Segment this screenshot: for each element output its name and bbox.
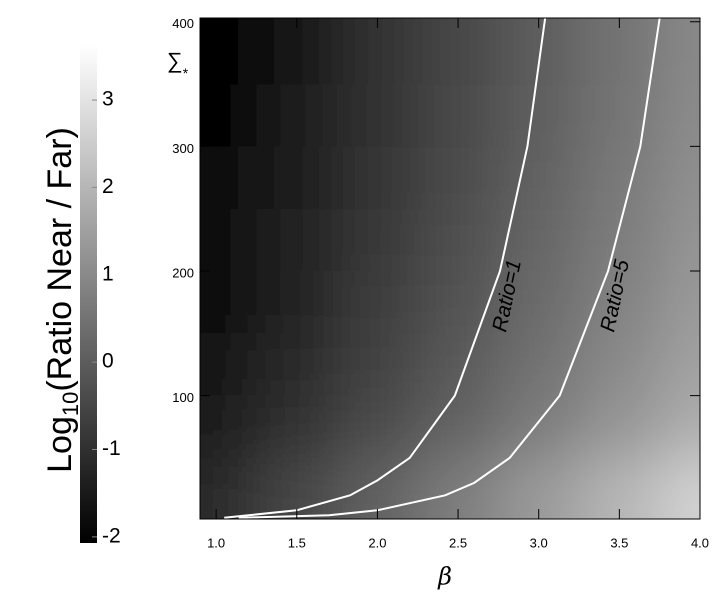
colorbar-label-subscript: 10	[58, 392, 83, 416]
heat-cell	[256, 395, 338, 458]
heat-cell	[256, 457, 338, 519]
colorbar-tick-label: -1	[102, 437, 121, 460]
colorbar-tick-label: 2	[102, 175, 114, 198]
y-axis-label: ∑*	[167, 48, 189, 81]
heat-cell	[256, 84, 338, 147]
y-tick-label: 100	[172, 390, 194, 405]
heat-cell	[659, 333, 700, 396]
x-tick-label: 2.5	[449, 535, 467, 550]
heat-cell	[659, 18, 700, 85]
heat-cell	[498, 395, 580, 458]
heat-cell	[659, 208, 700, 271]
heat-cell	[417, 208, 499, 271]
heat-cell	[659, 395, 700, 458]
x-axis-label: β	[437, 563, 452, 591]
heat-cell	[200, 208, 257, 271]
colorbar-tick-label: 3	[102, 88, 114, 111]
plot-frame	[199, 17, 701, 520]
heat-cell	[200, 84, 257, 147]
heat-cell	[256, 208, 338, 271]
heat-cell	[498, 84, 580, 147]
heat-cell	[579, 208, 660, 271]
heat-cell	[256, 333, 338, 396]
colorbar	[80, 45, 97, 543]
heat-cell	[200, 270, 257, 334]
heat-cell	[337, 395, 418, 458]
heat-cell	[256, 270, 338, 334]
colorbar-tick-label: 1	[102, 262, 114, 285]
heat-cell	[659, 270, 700, 334]
heat-cell	[417, 457, 499, 519]
heat-cell	[417, 395, 499, 458]
heat-cell	[417, 270, 499, 334]
heat-cell	[579, 457, 660, 519]
heat-cell	[337, 333, 418, 396]
x-tick-label: 4.0	[691, 535, 709, 550]
heat-cell	[417, 18, 499, 85]
heat-cell	[337, 457, 418, 519]
colorbar-tick-label: 0	[102, 350, 114, 373]
y-label-subscript: *	[183, 65, 189, 81]
colorbar-label: Log10(Ratio Near / Far)	[41, 127, 83, 473]
heat-cell	[337, 146, 418, 209]
heat-cell	[659, 146, 700, 209]
heat-cell	[337, 18, 418, 85]
contour-line	[224, 18, 547, 519]
heat-cell	[498, 146, 580, 209]
heat-cell	[659, 457, 700, 519]
y-tick-label: 300	[172, 141, 194, 156]
x-tick-label: 1.0	[207, 535, 225, 550]
colorbar-label-rest: (Ratio Near / Far)	[41, 127, 79, 392]
heat-cell	[579, 333, 660, 396]
heat-cell	[579, 146, 660, 209]
x-tick-label: 2.0	[368, 535, 386, 550]
y-tick-label: 400	[172, 16, 194, 31]
heat-cell	[256, 18, 338, 85]
heat-cell	[200, 457, 257, 519]
heat-cell	[659, 84, 700, 147]
x-tick-label: 3.5	[610, 535, 628, 550]
heat-cell	[200, 18, 257, 85]
heat-cell	[337, 270, 418, 334]
x-tick-label: 1.5	[288, 535, 306, 550]
heat-cell	[579, 84, 660, 147]
colorbar-tick-label: -2	[102, 524, 121, 547]
heat-cell	[256, 146, 338, 209]
contour-line	[238, 18, 661, 519]
heat-cell	[200, 333, 257, 396]
heat-cell	[417, 84, 499, 147]
heat-cell	[498, 333, 580, 396]
y-tick-label: 200	[172, 265, 194, 280]
heatmap	[200, 18, 700, 519]
heat-cell	[579, 395, 660, 458]
heat-cell	[200, 146, 257, 209]
heat-cell	[417, 146, 499, 209]
heat-cell	[579, 18, 660, 85]
heat-cell	[579, 270, 660, 334]
heat-cell	[498, 457, 580, 519]
heat-cell	[337, 84, 418, 147]
heat-cell	[200, 395, 257, 458]
colorbar-label-base: Log	[41, 416, 79, 473]
heat-cell	[337, 208, 418, 271]
y-label-base: ∑	[167, 48, 183, 73]
x-tick-label: 3.0	[530, 535, 548, 550]
contours	[224, 18, 661, 519]
heat-cell	[498, 270, 580, 334]
heat-cell	[498, 18, 580, 85]
